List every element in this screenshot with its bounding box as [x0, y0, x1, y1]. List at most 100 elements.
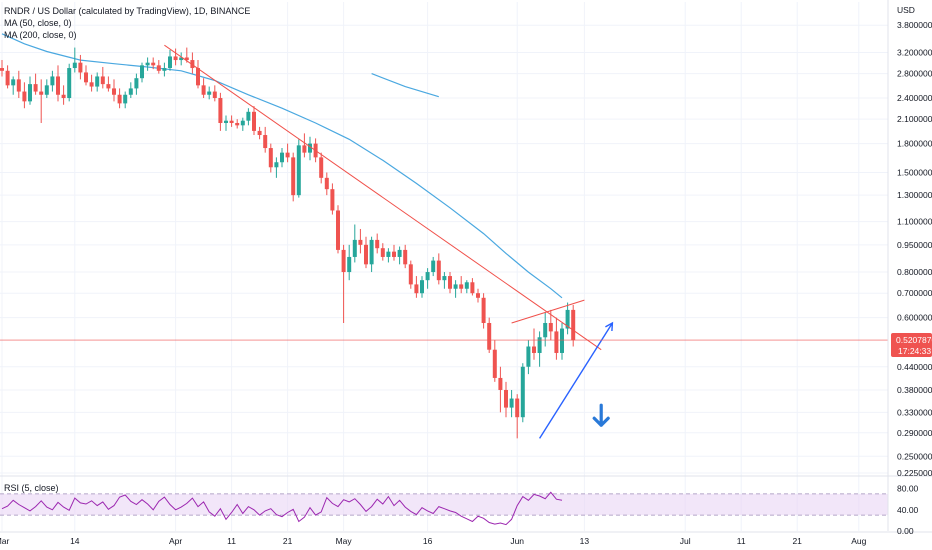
candle	[33, 73, 38, 95]
chart-title: RNDR / US Dollar (calculated by TradingV…	[4, 6, 251, 16]
rsi-tick-label: 80.00	[897, 484, 919, 494]
candle	[0, 60, 4, 77]
candle	[515, 394, 520, 439]
candle	[336, 205, 340, 254]
candle	[380, 243, 385, 261]
candle	[408, 260, 413, 289]
time-tick-label: 13	[580, 536, 590, 546]
candle	[369, 236, 374, 273]
candle	[492, 340, 497, 382]
candle	[196, 60, 200, 89]
rsi-tick-label: 40.00	[897, 505, 919, 515]
candle	[436, 253, 441, 285]
candle	[319, 152, 324, 184]
candle	[330, 183, 335, 215]
candle	[246, 108, 251, 126]
candle	[543, 312, 548, 347]
candle	[173, 48, 178, 66]
time-tick-label: May	[336, 536, 353, 546]
candle	[123, 91, 128, 109]
time-tick-label: Apr	[169, 536, 182, 546]
candle	[324, 172, 329, 196]
channel-top-line	[511, 299, 585, 324]
candle	[532, 328, 536, 360]
candle	[67, 63, 72, 102]
candle	[72, 47, 77, 73]
candle	[235, 119, 240, 129]
current-price-badge	[891, 333, 932, 358]
candle	[453, 280, 458, 298]
price-tick-label: 1.5000000	[897, 167, 932, 177]
candle	[375, 233, 380, 254]
candle	[112, 79, 116, 102]
candle	[425, 268, 430, 289]
candle	[296, 139, 301, 198]
candle	[464, 280, 469, 294]
candle	[201, 78, 206, 99]
candle	[414, 276, 419, 298]
candle	[459, 276, 464, 294]
candle	[50, 70, 55, 92]
candle	[134, 73, 139, 95]
ma200-line	[371, 73, 439, 98]
ma200-legend: MA (200, close, 0)	[4, 30, 77, 40]
rsi-pane	[0, 475, 932, 526]
chart-grid	[0, 2, 888, 531]
candle	[168, 49, 172, 71]
candle	[448, 272, 452, 294]
candle	[431, 256, 436, 277]
candle	[5, 65, 10, 89]
candle	[56, 65, 60, 102]
candle	[229, 115, 234, 127]
currency-label: USD	[897, 5, 915, 15]
current-price-label: 0.5207870	[896, 335, 932, 345]
candle	[156, 60, 161, 74]
time-tick-label: 14	[70, 536, 80, 546]
candle	[84, 65, 88, 86]
candle	[268, 143, 273, 173]
candle	[285, 143, 290, 163]
candle	[308, 136, 312, 161]
candle	[420, 276, 424, 298]
candle	[218, 92, 223, 131]
candle	[520, 363, 525, 423]
time-tick-label: Aug	[851, 536, 866, 546]
candle	[207, 86, 212, 100]
countdown-label: 17:24:33	[898, 346, 931, 356]
candle	[302, 133, 307, 158]
price-tick-label: 3.2000000	[897, 47, 932, 57]
candle	[364, 236, 368, 269]
candle	[100, 66, 105, 89]
candle	[554, 317, 559, 360]
candle	[274, 157, 279, 178]
candle	[224, 115, 228, 131]
candle	[358, 228, 363, 254]
moving-averages	[1, 33, 563, 299]
candle	[179, 52, 184, 66]
candle	[263, 126, 268, 153]
candle	[212, 85, 217, 102]
candle	[190, 52, 195, 74]
time-tick-label: 11	[227, 536, 236, 546]
candle	[117, 88, 122, 109]
candle	[403, 244, 408, 269]
time-tick-label: Jul	[680, 536, 691, 546]
candle	[560, 322, 564, 360]
candle	[151, 57, 156, 70]
candle	[537, 331, 542, 367]
rsi-legend: RSI (5, close)	[4, 483, 59, 493]
candle	[291, 152, 296, 202]
support-arrowhead	[605, 321, 614, 332]
candle	[347, 244, 352, 281]
candle	[397, 246, 402, 265]
rsi-line	[1, 491, 563, 526]
